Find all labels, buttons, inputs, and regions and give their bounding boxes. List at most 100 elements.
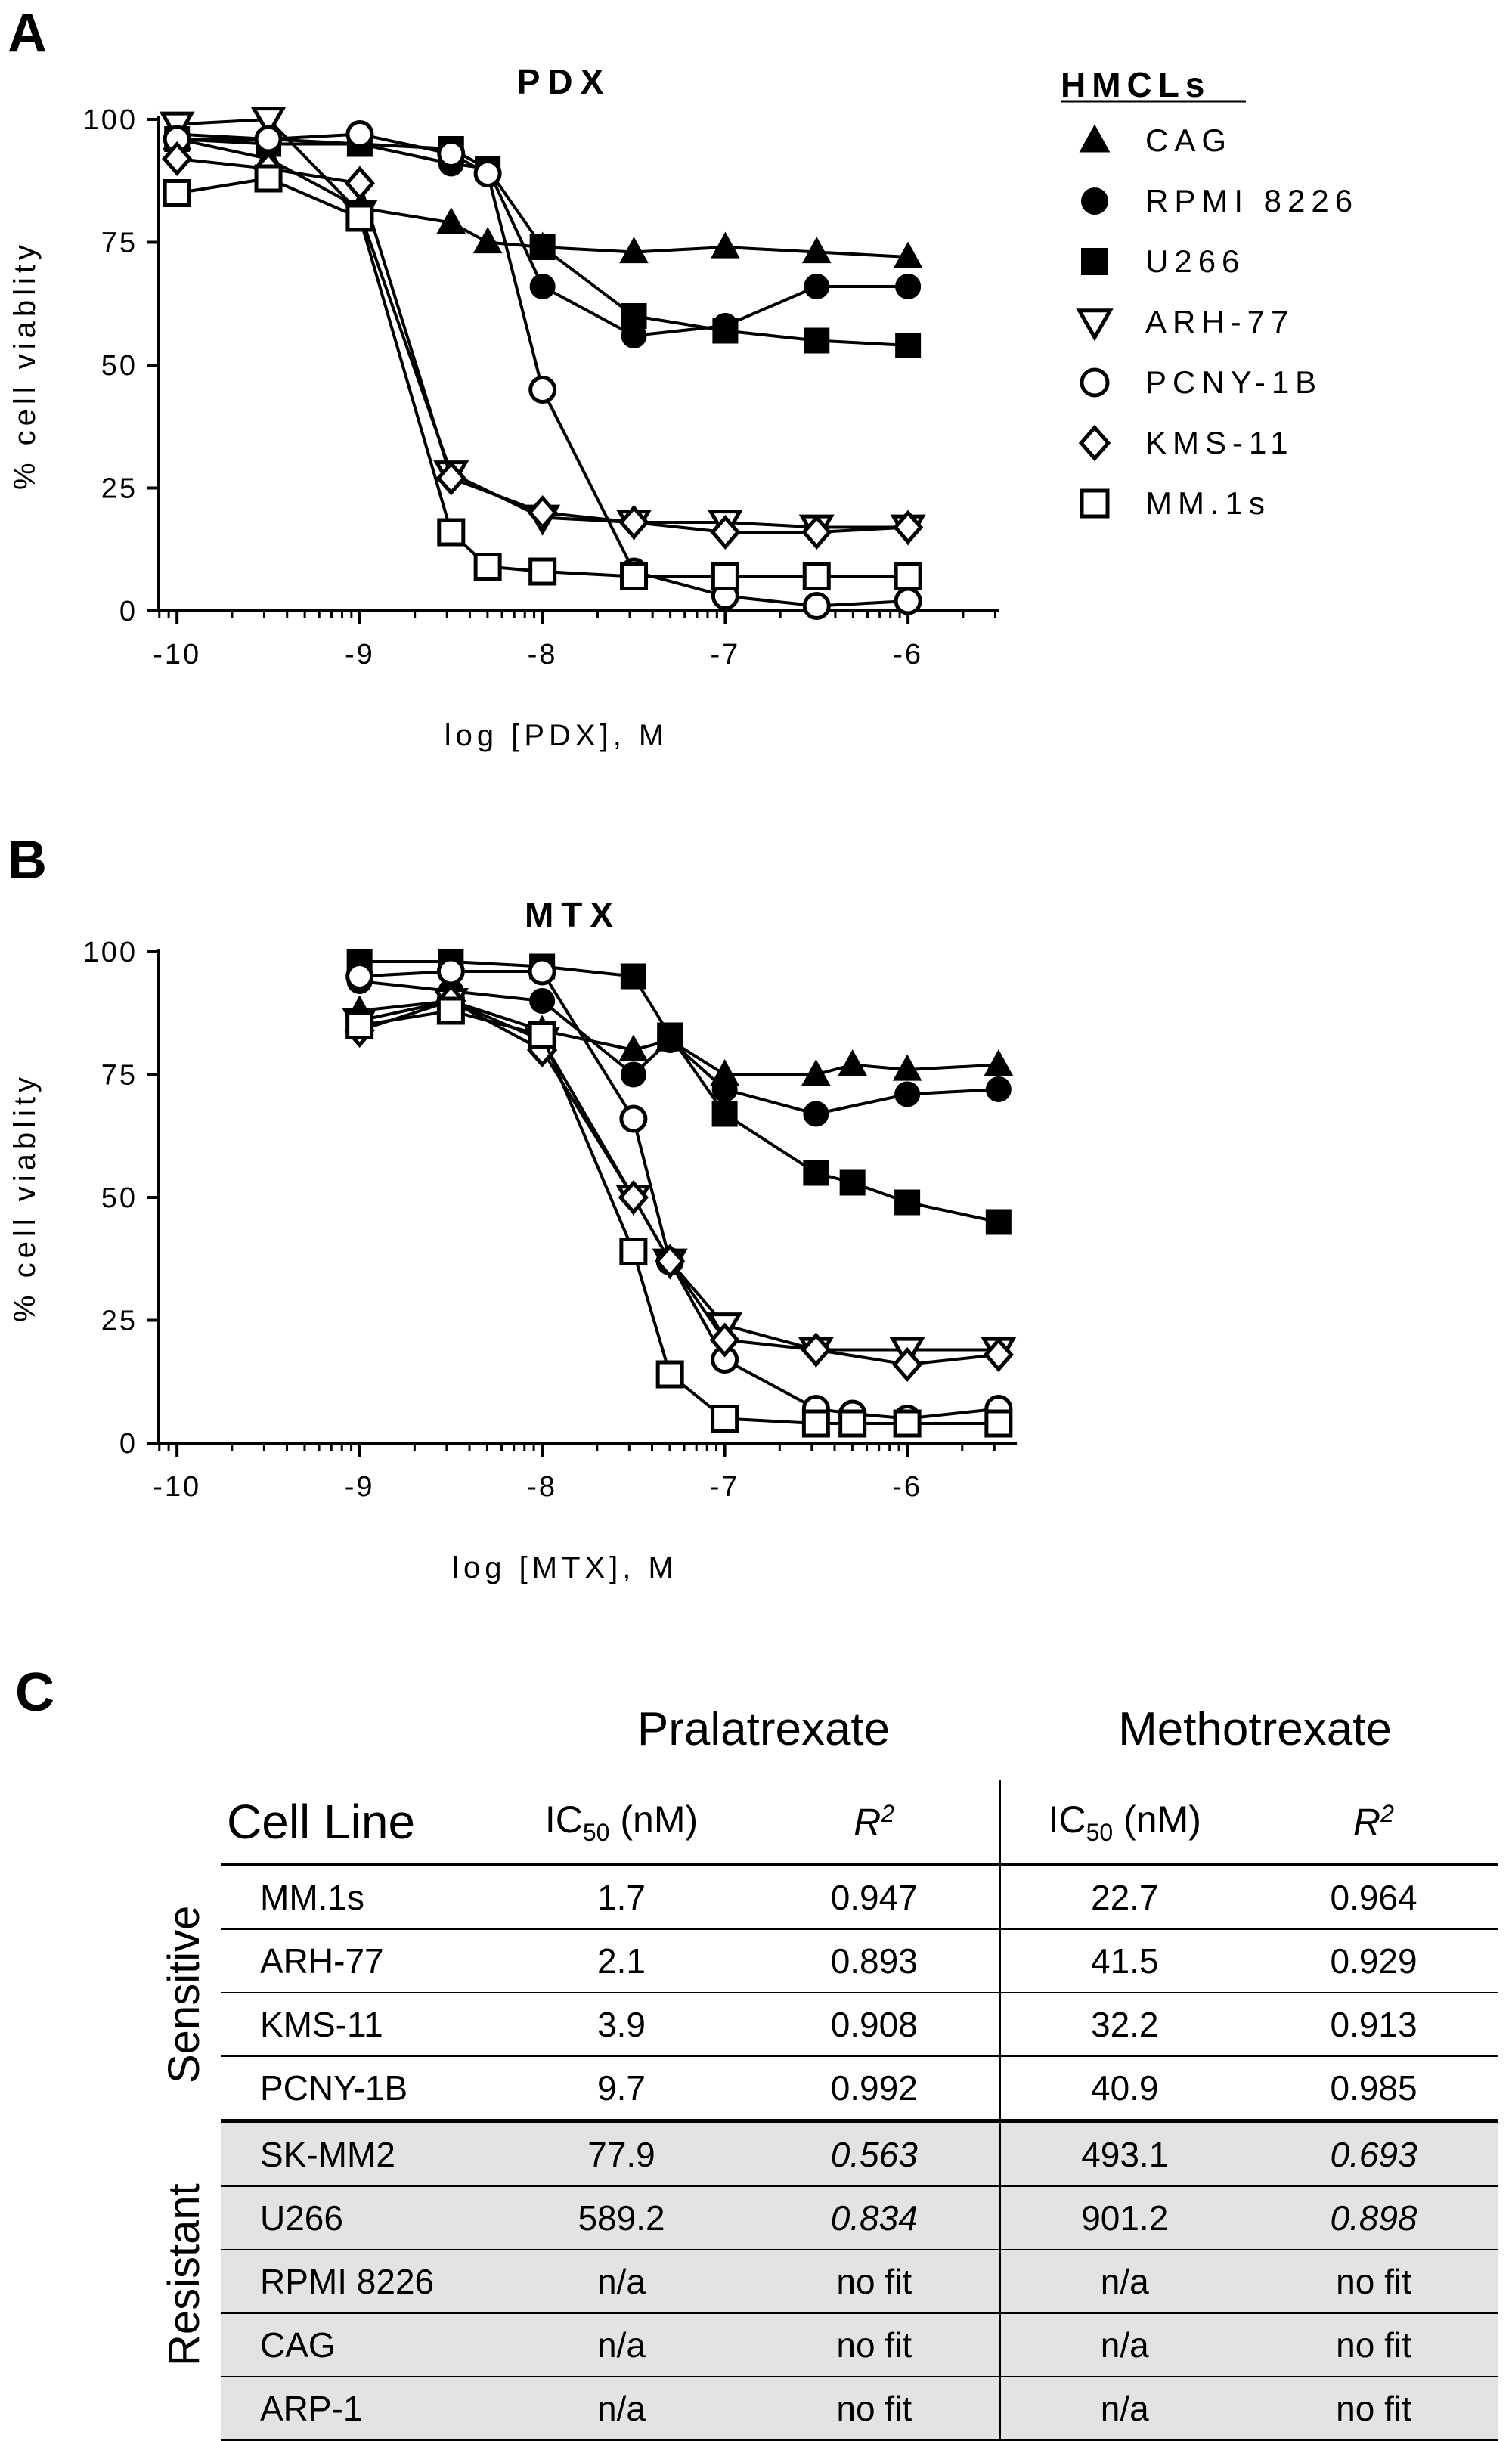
cell-line-cell: MM.1s xyxy=(221,1865,493,1930)
panel-c-letter: C xyxy=(15,1662,54,1723)
data-point-u266 xyxy=(657,1022,683,1049)
data-point-pcny-1b xyxy=(619,1104,648,1133)
legend-label: CAG xyxy=(1145,122,1232,158)
cell-line-cell: PCNY-1B xyxy=(221,2056,493,2122)
figure-charts: A 0 25 50 75 100 -10 -9 -8 -7 -6 PDX log [PDX], M % … xyxy=(8,3,1359,1584)
mtx-r2-cell: 0.913 xyxy=(1249,1993,1498,2057)
cell-line-cell: ARP-1 xyxy=(221,2377,493,2441)
chart-title: PDX xyxy=(517,62,612,101)
data-point-pcny-1b xyxy=(345,120,374,148)
mtx-ic50-cell: 493.1 xyxy=(999,2119,1249,2187)
legend-item-arh-77: ARH-77 xyxy=(1076,304,1294,342)
data-point-cag xyxy=(838,1049,867,1076)
data-point-pcny-1b xyxy=(345,962,374,990)
data-point-mm-1s xyxy=(620,562,649,590)
series-line-cag xyxy=(359,999,999,1076)
data-point-arh-77 xyxy=(250,107,287,138)
prx-r2-cell: 0.908 xyxy=(750,1993,1001,2057)
data-point-kms-11 xyxy=(618,505,649,540)
legend-item-rpmi-8226: RPMI 8226 xyxy=(1081,183,1359,218)
table-row: SK-MM2 77.9 0.563 493.1 0.693 xyxy=(221,2119,1498,2187)
legend-item-cag: CAG xyxy=(1079,122,1232,158)
data-point-u266 xyxy=(621,303,647,329)
data-point-rpmi-8226 xyxy=(985,1076,1012,1102)
mtx-ic50-cell: n/a xyxy=(999,2313,1249,2377)
data-point-kms-11 xyxy=(891,1347,923,1382)
x-tick-label: -10 xyxy=(153,1471,201,1503)
data-point-rpmi-8226 xyxy=(529,988,556,1014)
data-point-cag xyxy=(618,1034,649,1061)
data-point-pcny-1b xyxy=(528,376,557,404)
data-point-mm-1s xyxy=(473,553,502,581)
series-line-mm-1s xyxy=(176,176,909,578)
prx-ic50-cell: 589.2 xyxy=(493,2186,750,2250)
y-tick-label: 0 xyxy=(119,1428,138,1460)
mtx-ic50-cell: 40.9 xyxy=(999,2056,1249,2122)
data-point-mm-1s xyxy=(801,1409,830,1438)
legend-label: KMS-11 xyxy=(1145,425,1294,460)
data-point-rpmi-8226 xyxy=(894,1081,921,1107)
prx-ic50-cell: 1.7 xyxy=(493,1865,750,1930)
x-tick-label: -8 xyxy=(527,1471,557,1503)
cell-line-cell: RPMI 8226 xyxy=(221,2250,493,2314)
hmcl-legend: HMCLs CAG RPMI 8226 U266 ARH-77 PCNY-1B KMS-11… xyxy=(1061,65,1359,521)
data-point-kms-11 xyxy=(162,141,193,176)
y-tick-label: 50 xyxy=(101,1182,138,1214)
data-point-mm-1s xyxy=(984,1409,1013,1438)
methotrexate-header: Methotrexate xyxy=(1118,1703,1392,1755)
prx-ic50-cell: n/a xyxy=(493,2377,750,2441)
x-tick-label: -10 xyxy=(153,639,201,671)
data-point-u266 xyxy=(712,318,739,344)
table-row: MM.1s 1.7 0.947 22.7 0.964 xyxy=(221,1865,1498,1930)
legend-label: RPMI 8226 xyxy=(1145,183,1359,218)
prx-ic50-cell: n/a xyxy=(493,2250,750,2314)
data-point-mm-1s xyxy=(893,1409,922,1438)
cell-line-cell: U266 xyxy=(221,2186,493,2250)
data-point-mm-1s xyxy=(345,1011,374,1039)
data-point-u266 xyxy=(894,1189,921,1216)
data-point-kms-11 xyxy=(709,1322,740,1358)
cell-line-cell: CAG xyxy=(221,2313,493,2377)
legend-label: ARH-77 xyxy=(1145,304,1294,339)
y-tick-label: 0 xyxy=(119,596,138,627)
prx-r2-cell: 0.947 xyxy=(750,1865,1001,1930)
series-line-pcny-1b xyxy=(359,970,999,1420)
data-point-rpmi-8226 xyxy=(529,274,556,299)
data-point-cag xyxy=(619,237,649,264)
series-line-rpmi-8226 xyxy=(177,132,909,338)
legend-marker-cag xyxy=(1079,124,1111,153)
data-point-cag xyxy=(801,237,832,264)
data-point-u266 xyxy=(711,1101,738,1127)
series-line-kms-11 xyxy=(359,999,999,1367)
data-point-mm-1s xyxy=(655,1360,684,1389)
chart-title: MTX xyxy=(525,895,621,934)
prx-r2-cell: no fit xyxy=(750,2377,1001,2441)
ic50-table: Cell Line IC50 (nM) R2 IC50 (nM) R2 MM.1… xyxy=(221,1780,1498,2441)
data-point-kms-11 xyxy=(893,510,924,545)
prx-ic50-cell: n/a xyxy=(493,2313,750,2377)
data-point-cag xyxy=(892,1054,922,1081)
data-point-cag xyxy=(893,241,923,268)
legend-label: MM.1s xyxy=(1145,485,1271,521)
series-line-u266 xyxy=(359,960,999,1224)
x-axis-title: log [MTX], M xyxy=(452,1551,678,1584)
prx-r2-cell: no fit xyxy=(750,2250,1001,2314)
prx-ic50-cell: 9.7 xyxy=(493,2056,750,2122)
y-axis-title: % cell viablity xyxy=(8,240,42,490)
prx-r2-cell: no fit xyxy=(750,2313,1001,2377)
prx-ic50-cell: 3.9 xyxy=(493,1993,750,2057)
y-tick-label: 75 xyxy=(101,1060,138,1092)
y-tick-label: 75 xyxy=(101,228,138,259)
mtx-r2-cell: 0.985 xyxy=(1249,2056,1498,2122)
prx-ic50-cell: 2.1 xyxy=(493,1929,750,1993)
mtx-r2-cell: 0.964 xyxy=(1249,1865,1498,1930)
data-point-u266 xyxy=(895,333,922,358)
data-point-kms-11 xyxy=(618,1180,649,1215)
x-tick-label: -6 xyxy=(893,639,923,671)
data-point-mm-1s xyxy=(163,179,191,207)
series-line-u266 xyxy=(177,138,909,347)
prx-r2-cell: 0.834 xyxy=(750,2186,1001,2250)
mtx-r2-cell: no fit xyxy=(1249,2250,1498,2314)
mtx-r2-cell: 0.929 xyxy=(1249,1929,1498,1993)
legend-marker-u266 xyxy=(1081,248,1108,275)
